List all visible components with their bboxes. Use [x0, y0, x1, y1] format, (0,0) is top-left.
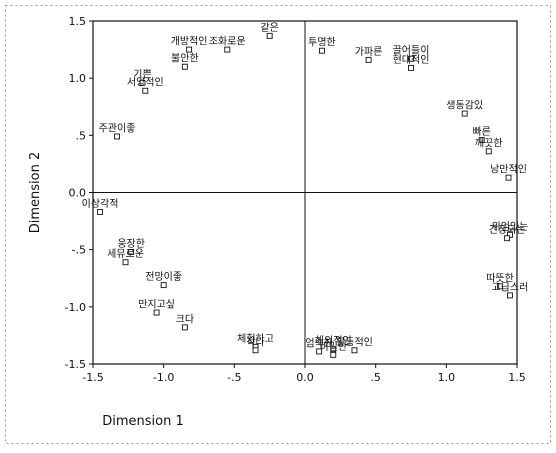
data-point-marker: [181, 63, 188, 70]
data-point-label: 주관이좋: [99, 122, 136, 134]
data-point-marker: [330, 351, 337, 358]
data-point-label: 조화로운: [209, 36, 246, 48]
data-point-marker: [506, 292, 513, 299]
x-tick-label: 1.5: [508, 371, 526, 384]
data-point-label: 깨끗한: [475, 137, 503, 149]
x-tick-label: 1.0: [438, 371, 456, 384]
data-point-marker: [114, 133, 120, 140]
data-point-marker: [365, 56, 372, 63]
data-point-marker: [497, 283, 503, 290]
data-point-marker: [408, 64, 414, 71]
data-point-label: 비밀한: [319, 341, 347, 353]
data-point-label: 불안한: [171, 53, 199, 65]
data-point-marker: [97, 208, 104, 215]
y-tick-label: -1.5: [65, 358, 86, 371]
data-point-marker: [252, 347, 259, 354]
data-point-label: 해외적인: [315, 334, 352, 347]
data-point-label: 만지고싶: [138, 299, 175, 311]
data-point-marker: [504, 235, 511, 242]
data-point-label: 생동감있: [446, 100, 483, 112]
data-point-label: 활동적인: [336, 335, 373, 348]
data-point-marker: [266, 32, 273, 39]
data-point-label: 이상각적: [82, 198, 119, 210]
data-point-label: 전망이좋: [145, 271, 182, 283]
x-tick-label: -1.0: [153, 371, 174, 384]
data-point-label: 투명한: [308, 37, 336, 49]
data-point-marker: [153, 309, 160, 316]
y-tick-label: -.5: [72, 244, 86, 257]
x-axis-title: Dimension 1: [102, 414, 184, 429]
data-point-label: 체험하고: [237, 332, 274, 345]
data-point-label: 빠른: [472, 126, 490, 138]
data-point-marker: [351, 347, 358, 354]
data-point-label: 크다: [176, 313, 194, 325]
data-point-marker: [186, 46, 193, 53]
data-point-marker: [319, 47, 325, 54]
data-point-label: 같은: [260, 22, 278, 34]
data-point-label: 위엄있는: [492, 220, 529, 233]
data-point-label: 현대적인: [393, 54, 430, 66]
data-point-marker: [181, 324, 188, 331]
x-tick-label: -.5: [227, 371, 241, 384]
data-point-marker: [142, 87, 149, 94]
data-point-label: 서양적인: [127, 77, 164, 89]
x-tick-label: 0.0: [296, 371, 314, 384]
data-point-label: 따뜻한: [486, 272, 514, 284]
y-tick-label: .5: [76, 129, 87, 142]
y-tick-label: 0.0: [69, 187, 87, 200]
figure-border: [5, 5, 551, 444]
y-axis-title: Dimension 2: [28, 152, 43, 234]
data-point-marker: [160, 282, 167, 289]
data-point-marker: [139, 79, 146, 86]
data-point-label: 기쁜: [133, 69, 151, 81]
data-point-marker: [122, 259, 129, 266]
data-point-marker: [408, 55, 414, 62]
data-point-marker: [461, 110, 468, 117]
data-point-marker: [505, 174, 512, 181]
y-tick-label: 1.5: [69, 15, 87, 28]
data-point-label: 개방적인: [171, 36, 208, 48]
data-point-label: 긴장되는: [489, 224, 526, 236]
data-point-marker: [128, 249, 135, 255]
data-point-label: 가파른: [355, 46, 383, 58]
x-tick-label: .5: [370, 371, 381, 384]
data-point-marker: [330, 346, 337, 353]
y-tick-label: 1.0: [69, 72, 87, 85]
data-point-label: 끌어들이: [393, 45, 430, 57]
data-point-label: 웅장한: [117, 238, 145, 250]
data-point-label: 엄숙한: [305, 337, 333, 349]
data-point-label: 세뮤로운: [107, 248, 144, 260]
data-point-marker: [485, 148, 492, 155]
data-point-marker: [316, 348, 323, 355]
data-point-label: 작다: [246, 336, 264, 348]
data-point-label: 낭만적인: [490, 164, 527, 176]
data-point-marker: [224, 46, 231, 53]
y-tick-label: -1.0: [65, 301, 86, 314]
data-point-marker: [478, 136, 485, 143]
x-tick-label: -1.5: [82, 371, 103, 384]
data-point-label: 고급스러: [492, 281, 529, 293]
